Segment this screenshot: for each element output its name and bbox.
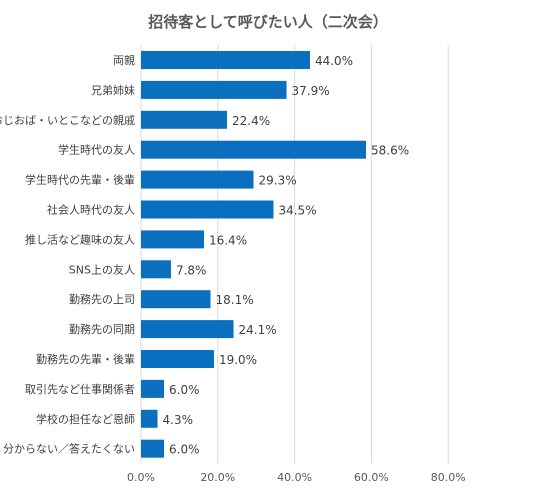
- x-tick-label: 40.0%: [277, 471, 312, 484]
- bar: [141, 80, 287, 99]
- data-label: 29.3%: [259, 174, 297, 188]
- data-label: 19.0%: [219, 353, 257, 367]
- x-tick-label: 80.0%: [431, 471, 466, 484]
- bar: [141, 260, 171, 279]
- data-label: 22.4%: [232, 114, 270, 128]
- category-label: 勤務先の先輩・後輩: [36, 352, 135, 366]
- category-label: 学生時代の先輩・後輩: [25, 173, 135, 187]
- data-label: 6.0%: [169, 443, 200, 457]
- bar: [141, 290, 211, 309]
- bar: [141, 170, 254, 189]
- category-labels: 両親兄弟姉妹おじおば・いとこなどの親戚学生時代の友人学生時代の先輩・後輩社会人時…: [0, 54, 135, 456]
- category-label: 推し活など趣味の友人: [25, 232, 135, 246]
- data-label: 18.1%: [216, 293, 254, 307]
- data-label: 4.3%: [163, 413, 194, 427]
- category-label: 取引先など仕事関係者: [25, 382, 135, 396]
- category-label: おじおば・いとこなどの親戚: [0, 114, 135, 127]
- category-label: 社会人時代の友人: [47, 203, 135, 217]
- category-label: 兄弟姉妹: [91, 83, 135, 97]
- data-label: 34.5%: [278, 204, 316, 218]
- category-label: 分からない／答えたくない: [3, 442, 135, 456]
- bar: [141, 110, 228, 129]
- bar: [141, 200, 274, 219]
- category-label: SNS上の友人: [69, 262, 135, 276]
- data-labels: 44.0% 37.9% 22.4% 58.6% 29.3% 34.5% 16.4% 7.8% 1…: [163, 54, 410, 457]
- x-tick-label: 60.0%: [354, 471, 389, 484]
- data-label: 58.6%: [371, 144, 409, 158]
- bar: [141, 439, 165, 458]
- bar: [141, 320, 234, 339]
- data-label: 44.0%: [315, 54, 353, 68]
- category-label: 勤務先の上司: [69, 292, 135, 306]
- x-axis-ticks: 0.0% 20.0% 40.0% 60.0% 80.0%: [127, 471, 466, 484]
- data-label: 24.1%: [239, 323, 277, 337]
- bar: [141, 350, 214, 368]
- bar: [141, 51, 310, 69]
- x-tick-label: 20.0%: [200, 471, 235, 484]
- category-label: 勤務先の同期: [69, 322, 135, 336]
- bar: [141, 379, 165, 398]
- bar: [141, 230, 204, 249]
- category-label: 学生時代の友人: [58, 143, 135, 157]
- data-label: 16.4%: [209, 233, 247, 247]
- x-tick-label: 0.0%: [127, 471, 155, 484]
- data-label: 37.9%: [292, 84, 330, 98]
- bar: [141, 409, 158, 428]
- data-label: 7.8%: [176, 263, 207, 277]
- category-label: 学校の担任など恩師: [36, 412, 135, 426]
- category-label: 両親: [113, 54, 135, 67]
- gridlines: [140, 45, 449, 464]
- bars: [141, 51, 367, 458]
- data-label: 6.0%: [169, 383, 200, 397]
- chart-title: 招待客として呼びたい人（二次会）: [148, 13, 388, 31]
- bar: [141, 140, 367, 159]
